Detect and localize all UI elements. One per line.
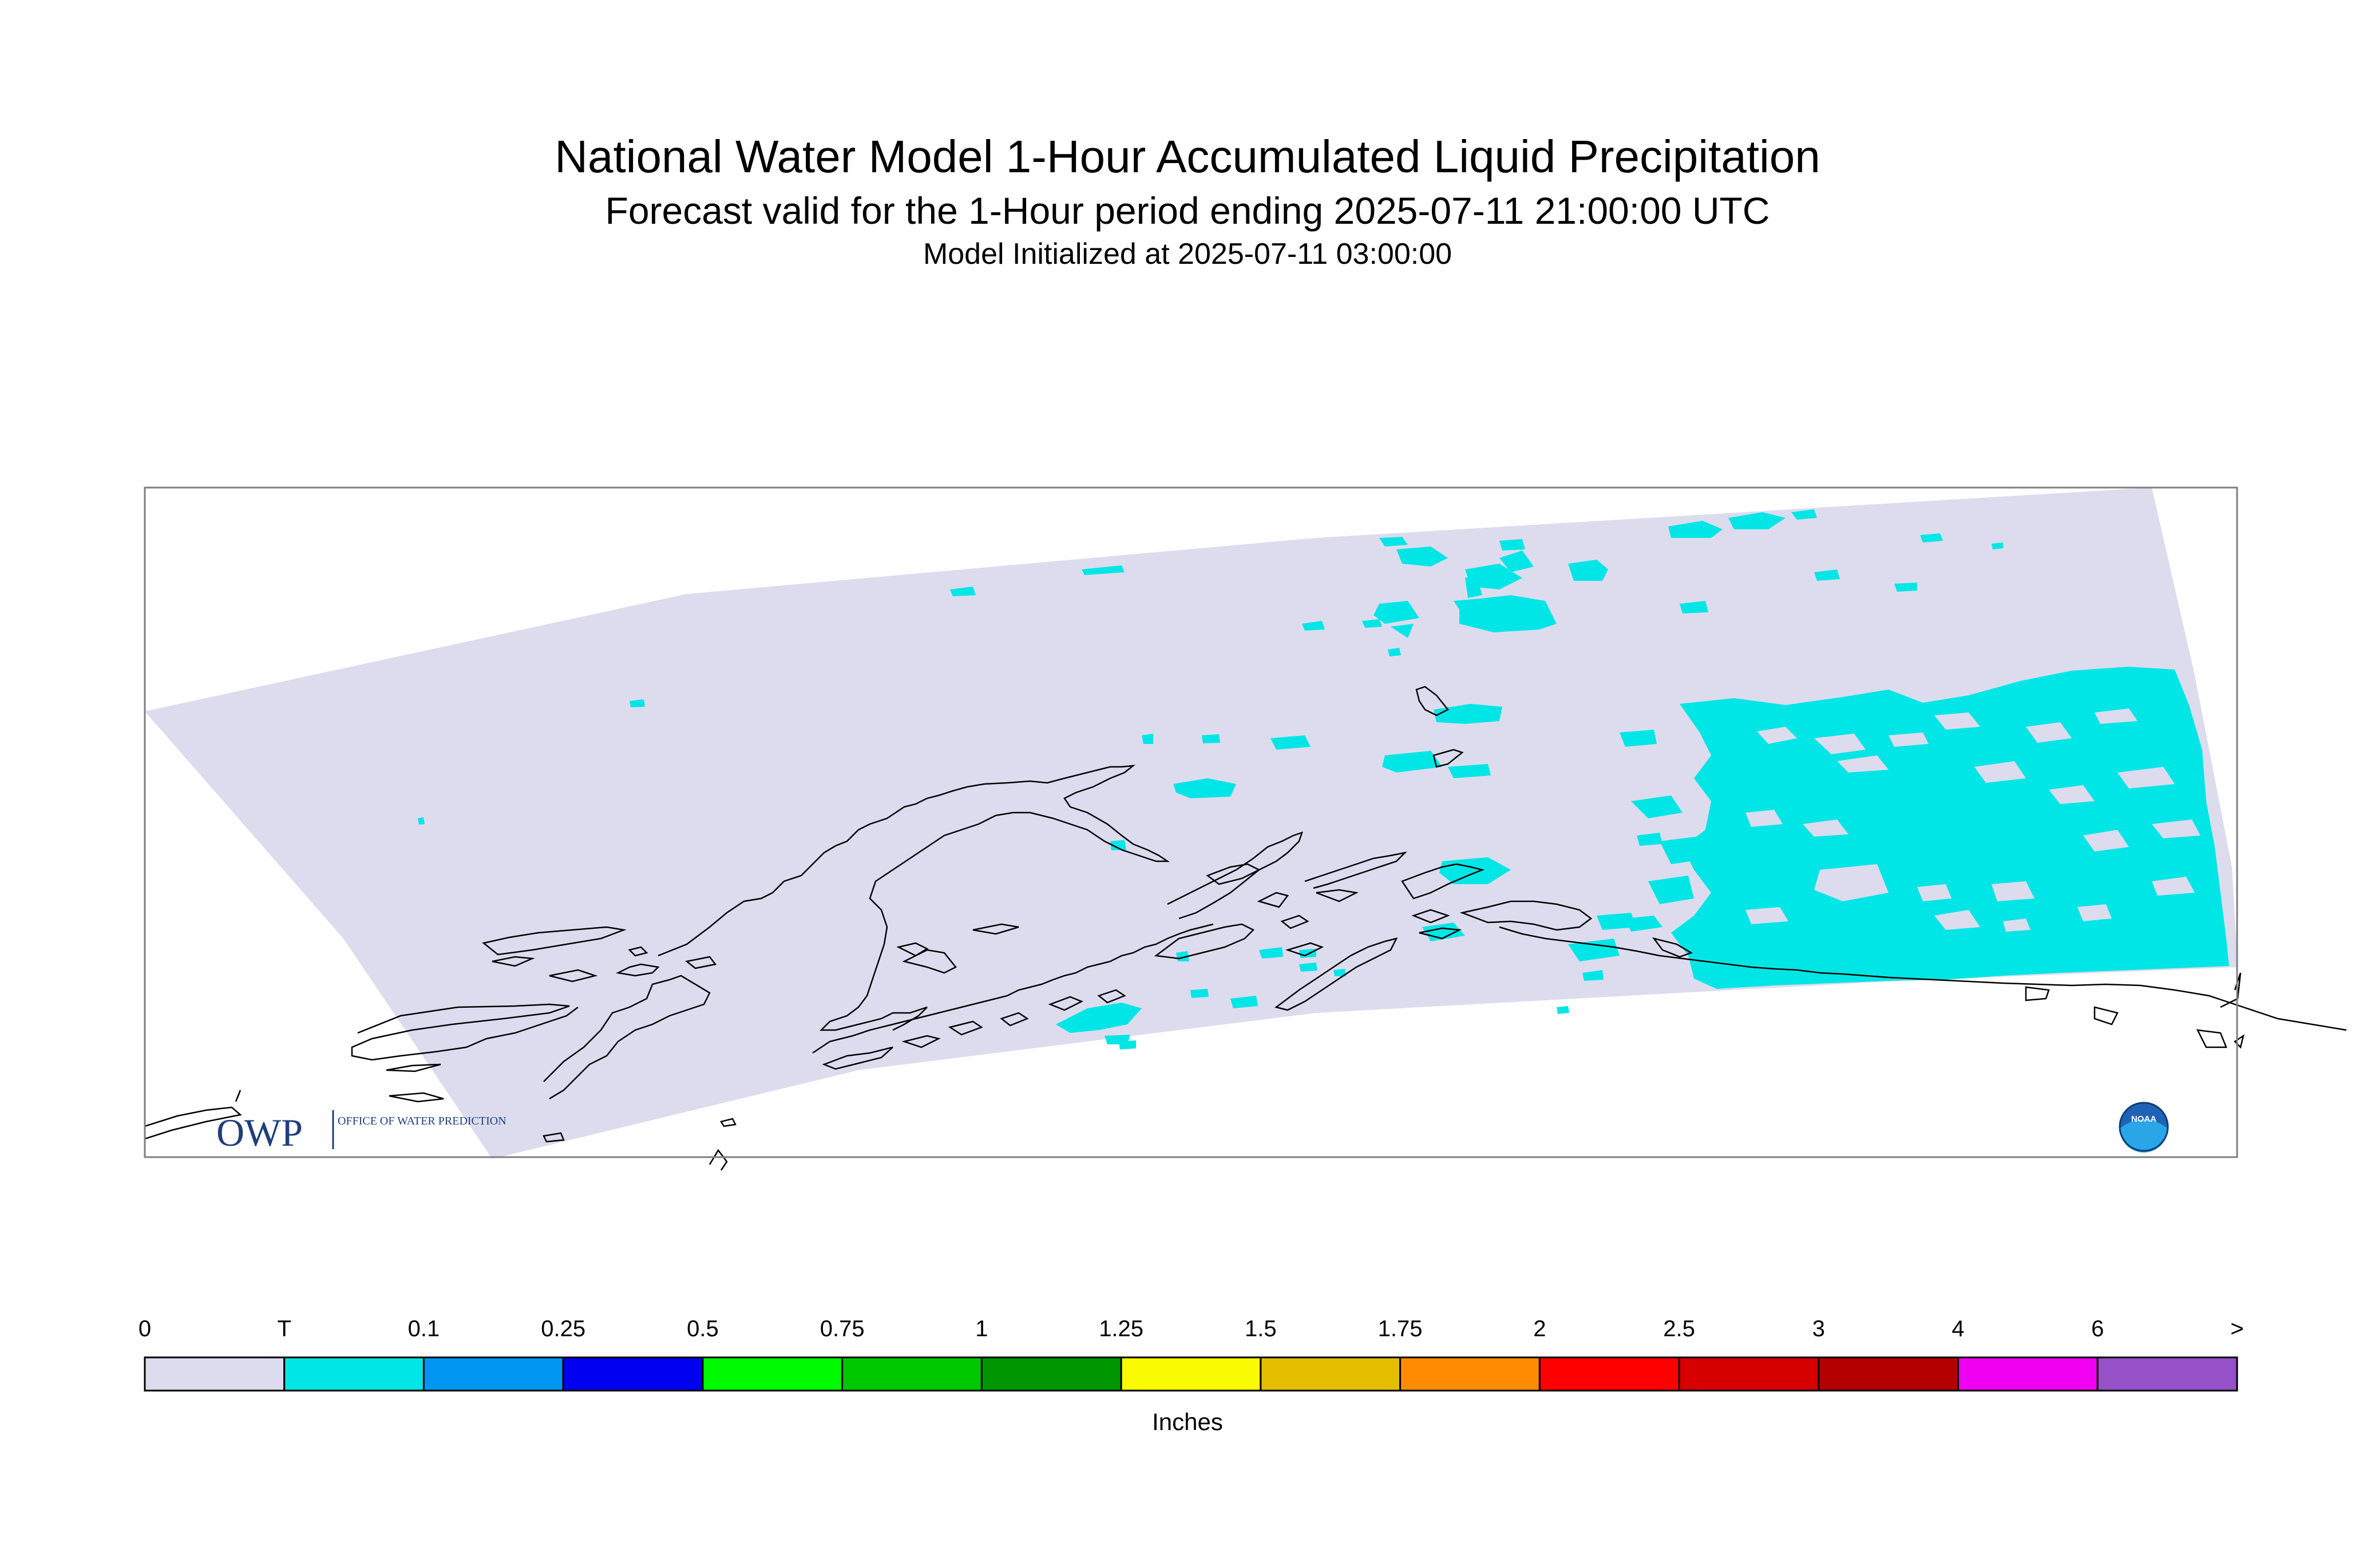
owp-logo-mark: OWP	[216, 1111, 303, 1154]
colorbar-tick-label: 3	[1812, 1316, 1825, 1341]
colorbar-units: Inches	[1152, 1408, 1223, 1435]
owp-logo-text: OFFICE OF WATER PREDICTION	[338, 1115, 506, 1127]
model-domain	[145, 488, 2238, 1159]
colorbar-swatch	[980, 1356, 1122, 1392]
colorbar-tick-label: 2	[1533, 1316, 1546, 1341]
colorbar-tick-label: 0.5	[687, 1316, 719, 1341]
colorbar-swatch	[1818, 1356, 1960, 1392]
colorbar-swatch	[1678, 1356, 1820, 1392]
colorbar-tick-label: T	[277, 1316, 291, 1341]
colorbar-tick-label: 0	[138, 1316, 152, 1341]
colorbar-tick-label: 0.25	[541, 1316, 586, 1341]
colorbar-swatch	[1120, 1356, 1262, 1392]
map-frame	[144, 486, 2238, 1158]
colorbar-swatch	[2096, 1356, 2238, 1392]
colorbar	[144, 1356, 2238, 1392]
noaa-logo-text: NOAA	[2131, 1114, 2156, 1124]
colorbar-tick-label: >	[2230, 1316, 2244, 1341]
coastlines	[144, 686, 2347, 1171]
colorbar-tick-label: 4	[1952, 1316, 1965, 1341]
colorbar-tick-label: 1	[975, 1316, 988, 1341]
colorbar-swatch	[422, 1356, 564, 1392]
colorbar-swatch	[283, 1356, 425, 1392]
colorbar-swatch	[1538, 1356, 1680, 1392]
model-init-text: Model Initialized at 2025-07-11 03:00:00	[923, 237, 1452, 271]
colorbar-swatch	[702, 1356, 844, 1392]
colorbar-swatch	[562, 1356, 704, 1392]
precip-gaps	[1745, 708, 2200, 932]
colorbar-swatch	[1260, 1356, 1402, 1392]
colorbar-swatch	[841, 1356, 983, 1392]
colorbar-swatch	[1957, 1356, 2099, 1392]
colorbar-swatch	[1399, 1356, 1541, 1392]
owp-logo: OWP OFFICE OF WATER PREDICTION	[216, 1110, 506, 1154]
noaa-logo: NOAA	[2119, 1102, 2169, 1153]
colorbar-tick-label: 0.75	[820, 1316, 865, 1341]
map-title: National Water Model 1-Hour Accumulated …	[555, 131, 1820, 182]
colorbar-tick-label: 2.5	[1663, 1316, 1695, 1341]
colorbar-tick-label: 0.1	[407, 1316, 440, 1341]
colorbar-tick-label: 1.75	[1378, 1316, 1423, 1341]
colorbar-tick-label: 1.25	[1099, 1316, 1144, 1341]
colorbar-tick-label: 6	[2091, 1316, 2104, 1341]
colorbar-tick-label: 1.5	[1245, 1316, 1277, 1341]
map-subtitle: Forecast valid for the 1-Hour period end…	[605, 189, 1770, 232]
colorbar-swatch	[144, 1356, 286, 1392]
